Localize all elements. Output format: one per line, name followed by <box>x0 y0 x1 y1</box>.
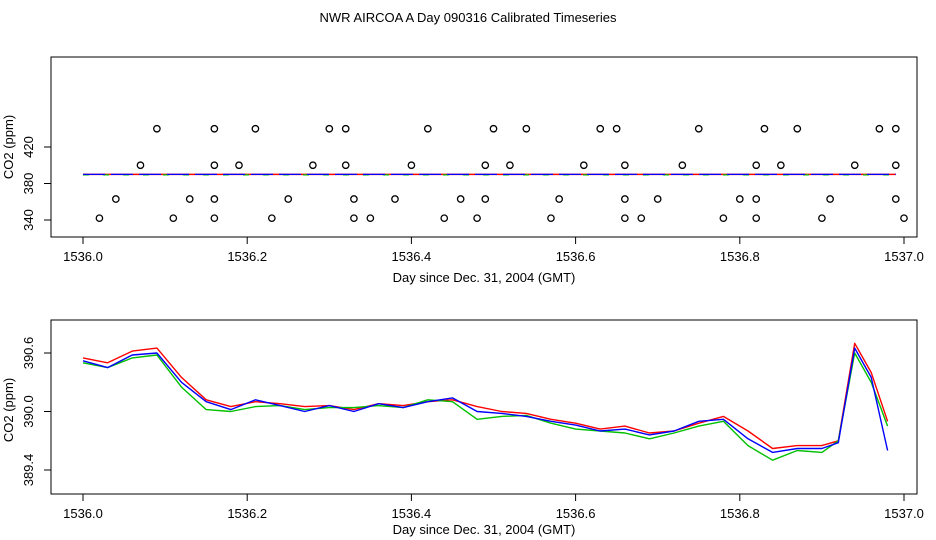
data-point <box>752 214 761 223</box>
y-tick-label: 340 <box>21 209 36 231</box>
x-tick-label: 1536.2 <box>227 506 267 521</box>
data-point <box>555 195 564 203</box>
y-tick-label: 380 <box>21 173 36 195</box>
top-panel-data <box>83 124 908 223</box>
x-tick-label: 1536.6 <box>556 506 596 521</box>
data-point <box>719 214 728 223</box>
top-panel: 1536.0 1536.2 1536.4 1536.6 1536.8 1537.0 340… <box>1 56 924 285</box>
bottom-plot-frame <box>50 319 918 495</box>
data-point <box>210 195 219 203</box>
top-x-axis: 1536.0 1536.2 1536.4 1536.6 1536.8 1537.0 <box>63 236 924 264</box>
data-point <box>776 161 785 170</box>
data-point <box>350 195 358 203</box>
data-point <box>210 124 219 133</box>
x-tick-label: 1536.4 <box>392 506 432 521</box>
data-point <box>891 195 900 203</box>
data-point <box>407 161 416 170</box>
data-point <box>473 214 481 223</box>
data-point <box>547 214 555 223</box>
data-point <box>341 161 350 170</box>
data-point <box>440 214 449 223</box>
x-tick-label: 1536.0 <box>63 249 103 264</box>
data-point <box>169 214 178 223</box>
data-point <box>136 161 145 170</box>
x-tick-label: 1536.8 <box>720 506 760 521</box>
bottom-y-axis-label: CO2 (ppm) <box>1 378 16 442</box>
data-point <box>391 195 399 203</box>
x-tick-label: 1536.6 <box>556 249 596 264</box>
data-point <box>251 124 260 133</box>
data-point <box>506 161 514 170</box>
bottom-panel: 1536.0 1536.2 1536.4 1536.6 1536.8 1537.0 389… <box>1 319 924 537</box>
top-x-axis-label: Day since Dec. 31, 2004 (GMT) <box>393 270 576 285</box>
data-point <box>621 161 629 170</box>
data-point <box>621 195 629 203</box>
y-tick-label: 389.4 <box>21 454 36 487</box>
data-point <box>891 124 900 133</box>
data-point <box>489 124 498 133</box>
data-point <box>210 161 219 170</box>
data-point <box>341 124 350 133</box>
bottom-x-axis-label: Day since Dec. 31, 2004 (GMT) <box>393 522 576 537</box>
top-y-axis-label: CO2 (ppm) <box>1 115 16 179</box>
data-point <box>612 124 621 133</box>
y-tick-label: 390.6 <box>21 337 36 370</box>
data-point <box>900 214 908 223</box>
series-line-1 <box>82 342 889 450</box>
data-point <box>423 124 432 133</box>
data-point <box>111 195 120 203</box>
data-point <box>309 161 317 170</box>
data-point <box>456 195 465 203</box>
y-tick-label: 420 <box>21 136 36 158</box>
data-point <box>752 195 761 203</box>
data-point <box>350 214 358 223</box>
data-point <box>793 124 802 133</box>
data-point <box>579 161 588 170</box>
x-tick-label: 1536.4 <box>392 249 432 264</box>
data-point <box>694 124 703 133</box>
data-point <box>596 124 605 133</box>
data-point <box>875 124 884 133</box>
series-line-3 <box>82 347 889 454</box>
data-point <box>185 195 194 203</box>
data-point <box>678 161 687 170</box>
series-line-2 <box>82 352 889 461</box>
data-point <box>366 214 375 223</box>
data-point <box>235 161 243 170</box>
x-tick-label: 1537.0 <box>884 506 924 521</box>
top-y-axis: 340 380 420 <box>21 136 52 231</box>
x-tick-label: 1536.0 <box>63 506 103 521</box>
data-point <box>153 124 161 133</box>
data-point <box>850 161 859 170</box>
data-point <box>481 161 490 170</box>
x-tick-label: 1536.8 <box>720 249 760 264</box>
data-point <box>760 124 769 133</box>
data-point <box>818 214 826 223</box>
data-point <box>210 214 219 223</box>
data-point <box>95 214 104 223</box>
data-point <box>522 124 531 133</box>
data-point <box>752 161 761 170</box>
bottom-panel-data <box>82 342 889 461</box>
data-point <box>637 214 646 223</box>
data-point <box>325 124 334 133</box>
bottom-y-axis: 389.4 390.0 390.6 <box>21 337 52 487</box>
data-point <box>284 195 293 203</box>
data-point <box>653 195 662 203</box>
chart-title: NWR AIRCOA A Day 090316 Calibrated Times… <box>320 10 617 25</box>
data-point <box>891 161 900 170</box>
x-tick-label: 1537.0 <box>884 249 924 264</box>
bottom-x-axis: 1536.0 1536.2 1536.4 1536.6 1536.8 1537.0 <box>63 493 924 521</box>
top-plot-frame <box>50 56 918 238</box>
x-tick-label: 1536.2 <box>227 249 267 264</box>
data-point <box>735 195 744 203</box>
data-point <box>826 195 834 203</box>
data-point <box>481 195 490 203</box>
y-tick-label: 390.0 <box>21 395 36 428</box>
data-point <box>621 214 629 223</box>
data-point <box>267 214 276 223</box>
